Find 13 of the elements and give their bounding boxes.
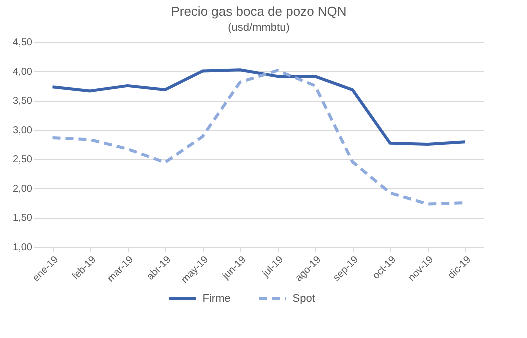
y-tick-label: 1,50 <box>13 213 33 224</box>
legend-label: Spot <box>292 293 316 305</box>
y-tick-label: 2,50 <box>13 154 33 166</box>
y-tick-label: 3,50 <box>13 96 33 108</box>
y-tick-label: 4,00 <box>13 66 33 78</box>
chart-subtitle: (usd/mmbtu) <box>228 22 290 34</box>
chart-title: Precio gas boca de pozo NQN <box>171 4 347 19</box>
y-tick-label: 3,00 <box>13 125 33 136</box>
legend-label: Firme <box>202 293 231 305</box>
y-tick-label: 2,00 <box>13 184 33 195</box>
line-series <box>51 68 467 146</box>
y-tick-label: 1,00 <box>13 242 33 254</box>
y-tick-label: 4,50 <box>13 38 33 48</box>
